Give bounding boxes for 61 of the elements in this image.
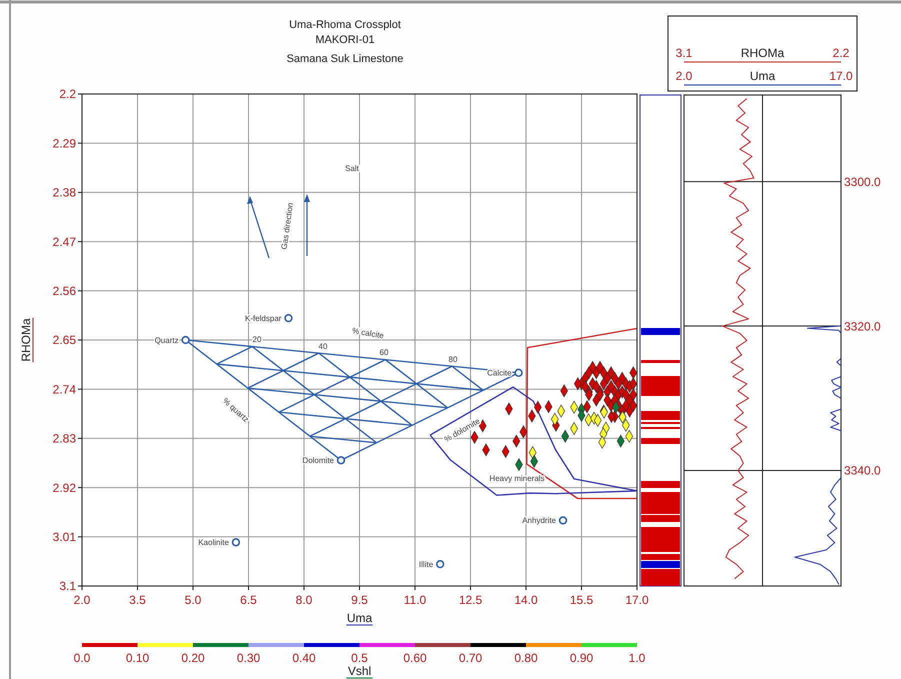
- chart-title: Uma-Rhoma Crossplot: [289, 19, 401, 31]
- annotation: Gas direction: [280, 202, 296, 250]
- x-tick-label: 5.0: [184, 593, 202, 607]
- x-tick-label: 3.5: [129, 593, 146, 607]
- x-tick-label: 9.5: [351, 593, 368, 607]
- y-tick-label: 2.56: [52, 284, 76, 298]
- series-label: Anhydrite: [522, 516, 557, 526]
- color-bar-label: 0.70: [458, 651, 482, 665]
- y-tick-label: 2.92: [52, 480, 76, 495]
- x-axis-title: Uma: [346, 611, 372, 625]
- y-tick-label: 3320.0: [844, 319, 882, 334]
- color-bar-label: 1.0: [628, 651, 646, 665]
- annotation: % calcite: [351, 326, 386, 341]
- y-tick-label: 2.83: [52, 432, 76, 446]
- y-tick-label: 2.74: [52, 382, 76, 396]
- annotation: 40: [318, 342, 328, 351]
- y-tick-label: 2.65: [52, 333, 76, 348]
- color-bar-label: 0.60: [403, 651, 427, 665]
- series-label: Illite: [418, 560, 434, 569]
- x-tick-label: 17.0: [625, 593, 649, 607]
- color-bar-label: 0.20: [181, 651, 205, 665]
- y-tick-label: 3340.0: [844, 464, 882, 478]
- color-bar-title: Vshl: [348, 664, 372, 678]
- series-label: Quartz: [154, 336, 179, 345]
- annotation: 80: [448, 354, 458, 364]
- color-bar-label: 0.5: [351, 651, 368, 665]
- annotation: Heavy minerals: [489, 474, 545, 483]
- series-label: K-feldspar: [244, 314, 282, 323]
- x2-tick-label: 17.0: [829, 69, 853, 83]
- annotation: 60: [380, 348, 389, 357]
- annotation: 20: [252, 334, 262, 344]
- y-axis-title: RHOMa: [19, 318, 33, 362]
- series-label: Calcite: [487, 368, 512, 378]
- x-tick-label: 14.0: [514, 593, 538, 607]
- y-tick-label: 2.2: [59, 87, 76, 102]
- x-tick-label: 12.5: [458, 593, 482, 607]
- y-tick-label: 2.38: [52, 186, 76, 200]
- x-tick-label: 2.0: [74, 593, 91, 607]
- color-bar-label: 0.30: [236, 651, 260, 665]
- y-tick-label: 2.47: [52, 234, 76, 249]
- color-bar-label: 0.90: [570, 651, 594, 665]
- color-bar-label: 0.10: [126, 651, 150, 665]
- x2-tick-label: 2.0: [676, 69, 693, 83]
- x2-axis-title: Uma: [750, 69, 776, 83]
- series-label: Kaolinite: [198, 538, 230, 548]
- color-bar-label: 0.0: [74, 651, 91, 665]
- y-tick-label: 2.29: [52, 136, 76, 150]
- y-tick-label: 3.1: [59, 579, 76, 594]
- x-tick-label: 8.0: [296, 593, 313, 607]
- color-bar-label: 0.80: [514, 651, 538, 665]
- x-tick-label: 6.5: [240, 593, 258, 607]
- x-axis-title: RHOMa: [740, 46, 784, 60]
- y-tick-label: 3.01: [52, 530, 76, 544]
- x-tick-label: 15.5: [570, 593, 594, 607]
- x-tick-label: 11.0: [404, 593, 427, 607]
- text: Samana Suk Limestone: [286, 52, 404, 65]
- y-tick-label: 3300.0: [844, 174, 882, 189]
- color-bar-label: 0.40: [292, 651, 316, 665]
- annotation: Salt: [345, 164, 360, 173]
- chart-subtitle: MAKORI-01: [315, 34, 375, 46]
- series-label: Dolomite: [302, 456, 335, 466]
